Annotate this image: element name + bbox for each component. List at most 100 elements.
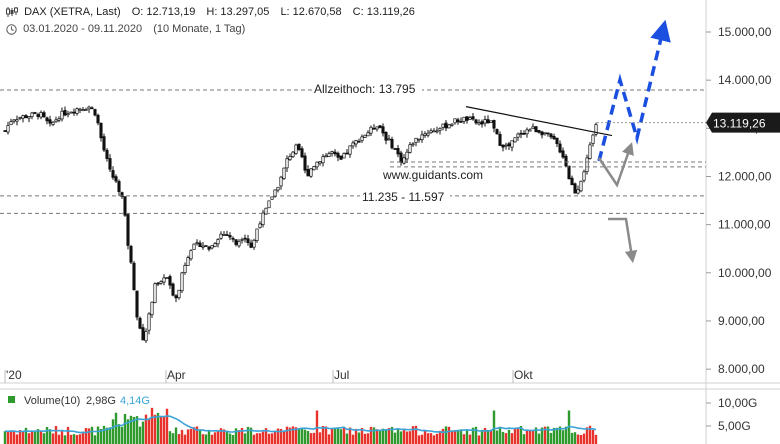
volume-bar: [24, 427, 28, 444]
candle-body: [372, 127, 376, 130]
candle-body: [162, 277, 166, 283]
volume-bar: [282, 430, 286, 444]
volume-bar: [222, 429, 226, 444]
candle-body: [471, 116, 475, 120]
candle-body: [63, 110, 67, 116]
price-tick-label: 8.000,00: [718, 362, 765, 376]
volume-bar: [420, 434, 424, 444]
volume-bar: [153, 414, 157, 444]
candle-body: [582, 171, 586, 181]
candle-body: [105, 149, 109, 159]
candle-body: [18, 117, 22, 119]
candle-body: [387, 138, 391, 141]
volume-bar: [93, 435, 97, 444]
candle-body: [144, 331, 148, 342]
candle-body: [423, 133, 427, 136]
candle-body: [72, 111, 76, 114]
last-price-label: 13.119,26: [713, 117, 766, 131]
candle-body: [567, 165, 571, 180]
volume-bar: [12, 430, 16, 444]
volume-bar: [210, 434, 214, 444]
volume-bar: [195, 426, 199, 444]
volume-bar: [579, 435, 583, 444]
candle-body: [132, 262, 136, 290]
volume-bar: [237, 430, 241, 444]
volume-bar: [102, 425, 106, 444]
volume-bar: [333, 428, 337, 444]
volume-bar: [585, 427, 589, 444]
candle-body: [414, 137, 418, 143]
candle-body: [327, 153, 331, 157]
volume-bar: [96, 426, 100, 444]
volume-bar: [162, 416, 166, 444]
candle-body: [591, 134, 595, 144]
volume-bar: [180, 429, 184, 444]
volume-bar: [402, 428, 406, 444]
candle-body: [510, 140, 514, 148]
candle-body: [339, 155, 343, 160]
candle-body: [315, 161, 319, 168]
candle-body: [492, 120, 496, 129]
candle-body: [102, 136, 106, 151]
volume-bar: [117, 424, 121, 444]
candle-body: [495, 129, 499, 135]
candle-body: [90, 107, 94, 110]
candle-body: [381, 126, 385, 134]
volume-bar: [246, 426, 250, 444]
candle-body: [453, 118, 457, 124]
volume-bar: [462, 434, 466, 444]
candle-body: [135, 290, 139, 318]
volume-bar: [372, 427, 376, 444]
label-background: [312, 82, 422, 95]
volume-bar: [186, 429, 190, 444]
candle-body: [42, 112, 46, 118]
volume-bar: [348, 427, 352, 444]
trendline: [465, 106, 613, 137]
volume-bar: [3, 431, 7, 444]
volume-bar: [225, 430, 229, 444]
volume-bar: [489, 429, 493, 444]
candle-body: [408, 144, 412, 153]
volume-bar: [213, 432, 217, 444]
price-tick-label: 11.000,00: [718, 218, 771, 232]
candle-body: [33, 112, 37, 114]
candle-body: [12, 119, 16, 122]
price-axis: 15.000,0014.000,0013.000,0012.000,0011.0…: [597, 25, 780, 376]
volume-bar: [294, 427, 298, 444]
candle-body: [528, 129, 532, 132]
candle-body: [294, 144, 298, 154]
price-tick-label: 14.000,00: [718, 73, 772, 87]
volume-bar: [36, 429, 40, 444]
volume-bar: [234, 428, 238, 444]
candle-body: [357, 140, 361, 143]
candlestick-icon: [6, 7, 18, 18]
price-tick-label: 12.000,00: [718, 169, 772, 183]
candle-body: [69, 111, 73, 114]
volume-bar: [147, 418, 151, 444]
volume-bar: [126, 419, 130, 444]
candle-body: [99, 122, 103, 139]
candle-body: [273, 189, 277, 197]
volume-bar: [465, 430, 469, 444]
candle-body: [468, 117, 472, 120]
volume-bar: [432, 435, 436, 444]
volume-bar: [138, 426, 142, 444]
candle-body: [174, 295, 178, 299]
candle-body: [282, 167, 286, 179]
volume-bar: [291, 426, 295, 444]
volume-axis-label: 10,00G: [718, 396, 757, 410]
candle-body: [258, 223, 262, 228]
candle-body: [573, 183, 577, 194]
chart-header: DAX (XETRA, Last) O: 12.713,19 H: 13.297…: [6, 6, 423, 18]
candle-body: [228, 235, 232, 238]
volume-bar: [27, 433, 31, 444]
volume-bar: [99, 428, 103, 444]
candle-body: [480, 121, 484, 125]
candle-body: [462, 116, 466, 122]
candle-body: [264, 207, 268, 215]
volume-bar: [366, 433, 370, 444]
candle-body: [444, 122, 448, 129]
candle-body: [216, 239, 220, 245]
volume-bar: [591, 429, 595, 444]
